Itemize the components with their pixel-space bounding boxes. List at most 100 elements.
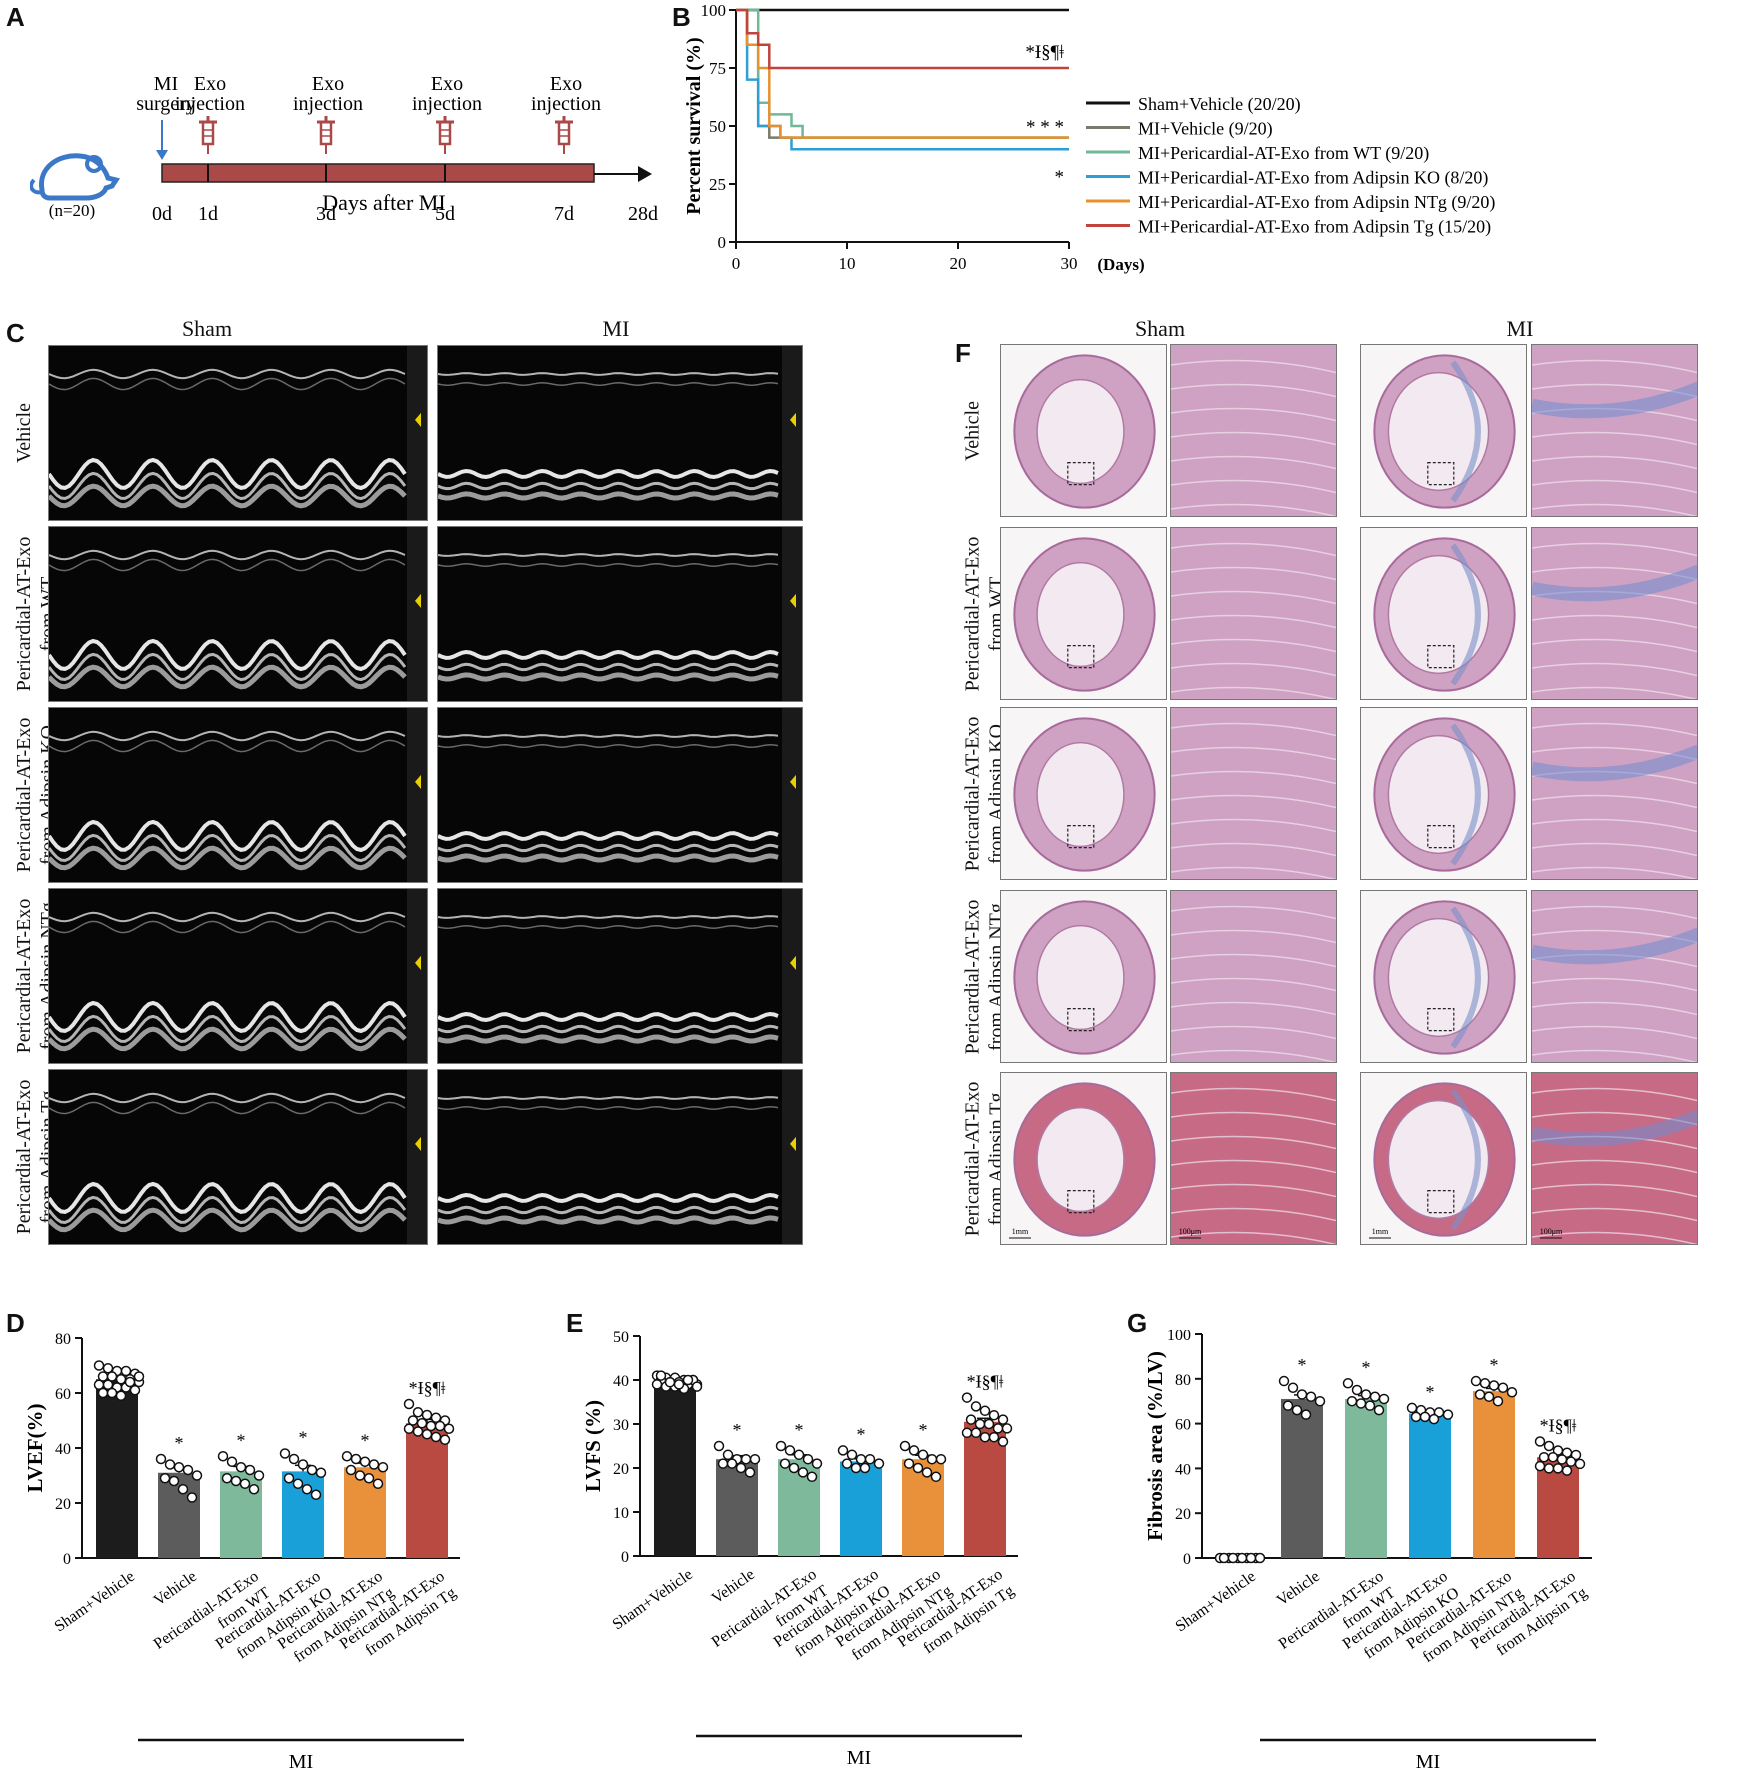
panel-letter-c: C bbox=[6, 318, 25, 348]
e-data-point bbox=[673, 1379, 685, 1390]
f-col-header-mi: MI bbox=[1506, 316, 1534, 341]
g-bar-4 bbox=[1473, 1391, 1515, 1558]
sham-echo-image bbox=[48, 888, 428, 1064]
d-data-point bbox=[310, 1489, 322, 1500]
b-legend-label-1: MI+Vehicle (9/20) bbox=[1138, 119, 1273, 140]
syringe-icon bbox=[317, 116, 335, 154]
g-data-point bbox=[1543, 1463, 1555, 1474]
g-data-point bbox=[1470, 1375, 1482, 1387]
sham-whole-heart-histology-image bbox=[1000, 527, 1167, 700]
d-data-point bbox=[430, 1431, 442, 1443]
g-data-point bbox=[1342, 1378, 1354, 1389]
e-data-point bbox=[682, 1374, 694, 1386]
g-data-point bbox=[1410, 1411, 1422, 1423]
g-data-point bbox=[1474, 1389, 1486, 1400]
d-data-point bbox=[221, 1473, 233, 1484]
d-data-point bbox=[97, 1387, 109, 1399]
e-data-point bbox=[744, 1467, 756, 1478]
e-data-point bbox=[930, 1471, 942, 1483]
d-data-point bbox=[279, 1448, 291, 1459]
e-data-point bbox=[912, 1462, 924, 1474]
e-data-point bbox=[935, 1453, 947, 1465]
e-data-point bbox=[717, 1458, 729, 1469]
d-data-point bbox=[186, 1492, 198, 1503]
b-annotation-tg: *Ɨ§¶ǂ bbox=[1025, 42, 1064, 63]
d-data-point bbox=[421, 1409, 433, 1421]
e-data-point bbox=[726, 1458, 738, 1469]
g-data-point bbox=[1574, 1458, 1586, 1470]
b-y-tick-label: 75 bbox=[709, 59, 726, 78]
b-legend-label-3: MI+Pericardial-AT-Exo from Adipsin KO (8… bbox=[1138, 168, 1488, 189]
c-row-label-line: Pericardial-AT-Exo bbox=[13, 717, 35, 873]
d-category-label-1: Vehicle bbox=[151, 1568, 200, 1609]
d-data-point bbox=[368, 1459, 380, 1470]
d-data-point bbox=[363, 1473, 375, 1484]
timeline-day-label: 3d bbox=[316, 203, 336, 225]
g-y-tick-label: 40 bbox=[1175, 1461, 1191, 1478]
mi-echo-image bbox=[437, 345, 803, 521]
e-y-tick-label: 0 bbox=[621, 1549, 629, 1566]
panel-letter-a: A bbox=[6, 2, 25, 32]
b-y-tick-label: 50 bbox=[709, 117, 726, 136]
mi-zoom-histology-image: 100μm bbox=[1531, 1072, 1698, 1245]
d-data-point bbox=[377, 1462, 389, 1473]
mi-zoom-histology-image bbox=[1531, 527, 1698, 700]
g-data-point bbox=[1492, 1395, 1504, 1407]
sham-zoom-histology-image bbox=[1170, 344, 1337, 517]
b-legend-label-0: Sham+Vehicle (20/20) bbox=[1138, 94, 1301, 115]
e-data-point bbox=[664, 1376, 676, 1388]
e-data-point bbox=[899, 1440, 911, 1452]
g-data-point bbox=[1534, 1460, 1546, 1472]
d-data-point bbox=[297, 1459, 309, 1470]
g-category-label-line: Sham+Vehicle bbox=[1173, 1568, 1259, 1636]
e-data-point bbox=[793, 1449, 805, 1461]
mi-surgery-arrowhead bbox=[156, 150, 168, 160]
panel-letter-f: F bbox=[955, 338, 971, 368]
b-x-tick-label: 20 bbox=[950, 254, 967, 273]
e-y-tick-label: 20 bbox=[613, 1461, 629, 1478]
d-y-tick-label: 0 bbox=[63, 1551, 71, 1568]
g-data-point bbox=[1254, 1552, 1266, 1564]
mi-zoom-histology-image bbox=[1531, 707, 1698, 880]
mi-echo-image bbox=[437, 1069, 803, 1245]
d-data-point bbox=[173, 1462, 185, 1473]
d-y-tick-label: 40 bbox=[55, 1441, 71, 1458]
d-data-point bbox=[403, 1398, 415, 1410]
d-data-point bbox=[129, 1385, 141, 1396]
g-data-point bbox=[1565, 1456, 1577, 1467]
end-day-label: 28d bbox=[628, 203, 658, 225]
e-data-point bbox=[859, 1462, 871, 1474]
timeline-day-label: 1d bbox=[198, 203, 218, 225]
g-data-point bbox=[1547, 1451, 1559, 1463]
sham-whole-heart-histology-image bbox=[1000, 890, 1167, 1063]
d-data-point bbox=[315, 1467, 327, 1478]
sham-echo-image bbox=[48, 707, 428, 883]
d-bar-0 bbox=[96, 1379, 138, 1558]
timeline-label-line2: surgery bbox=[136, 93, 196, 115]
d-y-tick-label: 80 bbox=[55, 1331, 71, 1348]
c-row-label-0: Vehicle bbox=[12, 345, 36, 521]
e-data-point bbox=[722, 1449, 734, 1461]
e-data-point bbox=[979, 1405, 991, 1417]
b-series-line-1 bbox=[736, 8, 1069, 139]
b-annotation-ko: * bbox=[1055, 167, 1065, 188]
mi-whole-heart-histology-image bbox=[1360, 707, 1527, 880]
g-data-point bbox=[1296, 1389, 1308, 1400]
timeline-label-line1: Exo bbox=[312, 73, 344, 95]
c-col-header-sham: Sham bbox=[181, 316, 233, 341]
d-bar-3 bbox=[282, 1471, 324, 1558]
g-data-point bbox=[1428, 1413, 1440, 1425]
f-row-label-line: Pericardial-AT-Exo bbox=[961, 716, 983, 871]
e-bar-3 bbox=[840, 1461, 882, 1556]
e-sig-label-3: * bbox=[857, 1424, 866, 1444]
e-category-label-1: Vehicle bbox=[709, 1566, 758, 1607]
g-data-point bbox=[1488, 1380, 1500, 1391]
g-data-point bbox=[1369, 1391, 1381, 1402]
e-y-tick-label: 50 bbox=[613, 1330, 629, 1346]
g-data-point bbox=[1346, 1395, 1358, 1407]
e-data-point bbox=[837, 1445, 849, 1456]
d-data-point bbox=[235, 1462, 247, 1473]
f-row-label-line: Pericardial-AT-Exo bbox=[961, 1081, 983, 1236]
g-data-point bbox=[1360, 1389, 1372, 1400]
g-bar-3 bbox=[1409, 1413, 1451, 1558]
